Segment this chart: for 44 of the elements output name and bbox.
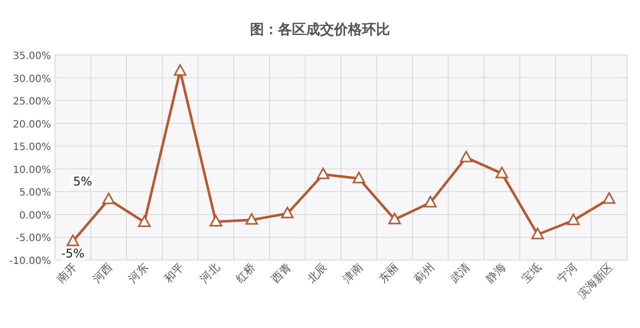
y-tick-label: 10.00% (12, 164, 51, 176)
chart-title: 图：各区成交价格环比 (250, 21, 390, 38)
y-tick-label: 20.00% (12, 119, 51, 130)
x-tick-label: 宁河 (554, 260, 580, 286)
point (531, 228, 544, 240)
x-tick-label: 津南 (340, 260, 366, 286)
point (316, 168, 330, 180)
x-tick-label: 河西 (90, 260, 115, 286)
x-tick-label: 武清 (448, 260, 472, 286)
x-tick-label: 北辰 (304, 260, 330, 286)
x-tick-label: 静海 (483, 260, 508, 286)
y-tick-label: 30.00% (12, 74, 51, 85)
point (102, 192, 115, 204)
x-tick-label: 蓟州 (412, 260, 437, 286)
y-tick-label: -10.00% (9, 256, 51, 267)
point (602, 192, 616, 204)
y-tick-label: 0.00% (19, 210, 51, 222)
point (138, 215, 151, 227)
x-tick-label: 红桥 (233, 260, 258, 286)
x-tick-label: 和平 (162, 260, 186, 286)
point (66, 234, 80, 246)
point (210, 214, 222, 226)
point (496, 166, 508, 178)
x-tick-label: 东丽 (376, 260, 401, 286)
x-tick-label: 河北 (197, 260, 222, 286)
point (460, 150, 472, 162)
point (424, 196, 437, 208)
y-tick-label: 25.00% (12, 96, 51, 108)
y-tick-label: 15.00% (12, 142, 51, 154)
point (388, 212, 401, 224)
point (352, 172, 366, 184)
x-tick-label: 宝坻 (519, 260, 544, 286)
y-tick-label: -5.00% (16, 233, 51, 244)
x-tick-label: 西青 (268, 260, 294, 286)
y-tick-label: 5.00% (19, 188, 51, 199)
point (281, 206, 294, 218)
x-tick-label: 南开 (54, 260, 80, 286)
point (245, 213, 258, 225)
y-tick-label: 35.00% (12, 51, 51, 62)
annotation: 5% (73, 174, 92, 188)
x-tick-label: 河东 (126, 260, 151, 286)
annotation: -5% (61, 246, 85, 260)
point (174, 64, 186, 76)
point (567, 214, 580, 226)
